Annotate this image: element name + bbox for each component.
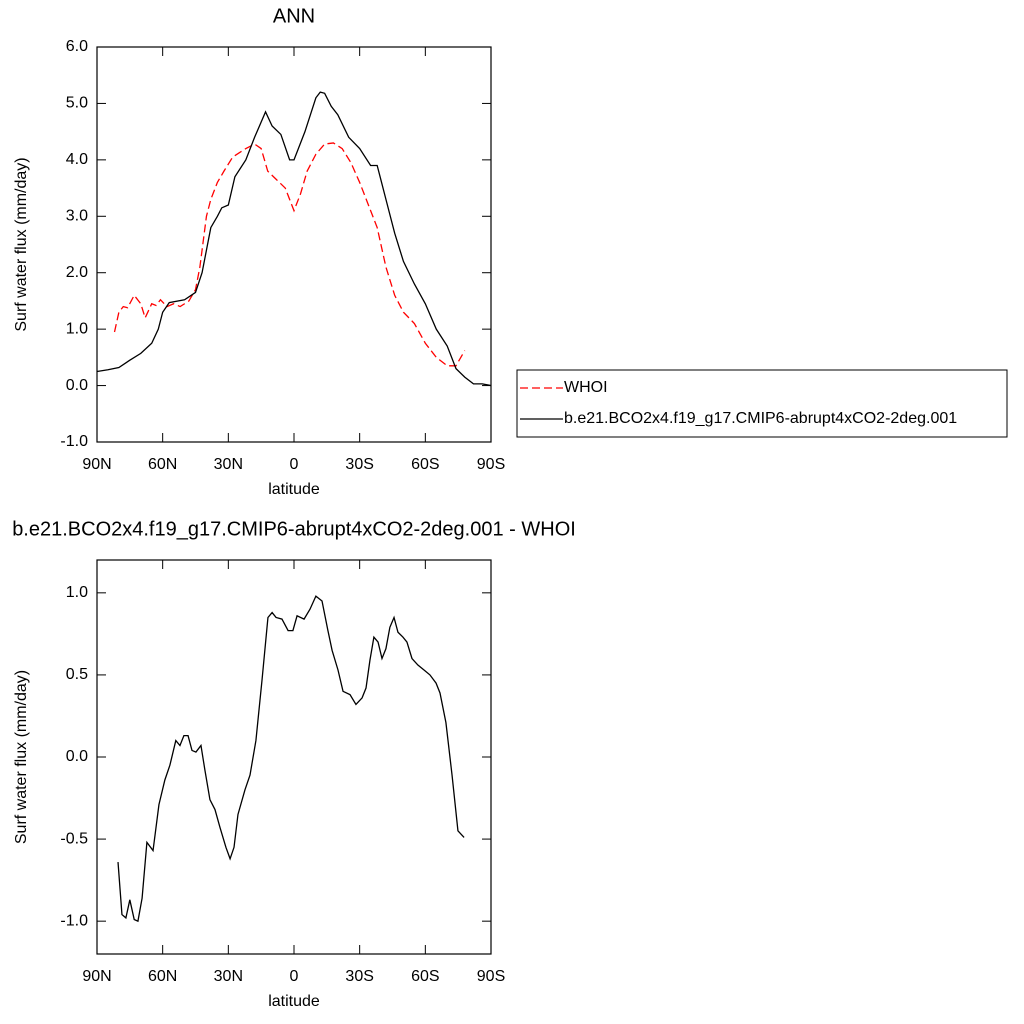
x-tick-label: 90S — [477, 456, 505, 473]
x-axis-label: latitude — [268, 481, 320, 498]
plot-frame — [96, 46, 492, 443]
data-line — [117, 595, 465, 923]
x-tick-label: 0 — [290, 968, 299, 985]
y-tick-label: 4.0 — [66, 151, 88, 168]
x-tick-label: 30S — [345, 456, 373, 473]
legend-label: WHOI — [564, 379, 608, 396]
y-tick-label: -1.0 — [60, 912, 88, 929]
legend-label: b.e21.BCO2x4.f19_g17.CMIP6-abrupt4xCO2-2… — [564, 410, 957, 427]
y-tick-label: 0.5 — [66, 666, 88, 683]
chart-title: ANN — [273, 5, 315, 27]
x-tick-label: 60N — [148, 968, 177, 985]
x-tick-label: 60N — [148, 456, 177, 473]
y-tick-label: -1.0 — [60, 433, 88, 450]
panel: b.e21.BCO2x4.f19_g17.CMIP6-abrupt4xCO2-2… — [12, 518, 576, 1010]
y-tick-label: 3.0 — [66, 208, 88, 225]
x-tick-label: 30N — [214, 968, 243, 985]
x-tick-label: 90S — [477, 968, 505, 985]
y-tick-label: 2.0 — [66, 264, 88, 281]
y-tick-label: 5.0 — [66, 95, 88, 112]
x-tick-label: 60S — [411, 456, 439, 473]
x-tick-label: 30N — [214, 456, 243, 473]
y-axis-label: Surf water flux (mm/day) — [13, 670, 30, 844]
y-tick-label: 0.0 — [66, 748, 88, 765]
y-tick-label: 1.0 — [66, 320, 88, 337]
x-tick-label: 30S — [345, 968, 373, 985]
x-axis-label: latitude — [268, 993, 320, 1010]
data-line — [96, 91, 492, 387]
y-tick-label: 0.0 — [66, 377, 88, 394]
y-tick-label: -0.5 — [60, 830, 88, 847]
y-tick-label: 1.0 — [66, 584, 88, 601]
chart-title: b.e21.BCO2x4.f19_g17.CMIP6-abrupt4xCO2-2… — [12, 518, 576, 540]
y-axis-label: Surf water flux (mm/day) — [13, 157, 30, 331]
panel: ANN -1.0 0.0 1.0 2.0 3.0 4.0 5.0 6.0 90N 60N 30N 0 30… — [13, 5, 1008, 498]
legend-box — [516, 369, 1008, 438]
plot-frame — [96, 559, 492, 955]
x-tick-label: 90N — [82, 968, 111, 985]
data-line — [113, 142, 466, 367]
x-tick-label: 0 — [290, 456, 299, 473]
x-tick-label: 60S — [411, 968, 439, 985]
y-tick-label: 6.0 — [66, 38, 88, 55]
x-tick-label: 90N — [82, 456, 111, 473]
